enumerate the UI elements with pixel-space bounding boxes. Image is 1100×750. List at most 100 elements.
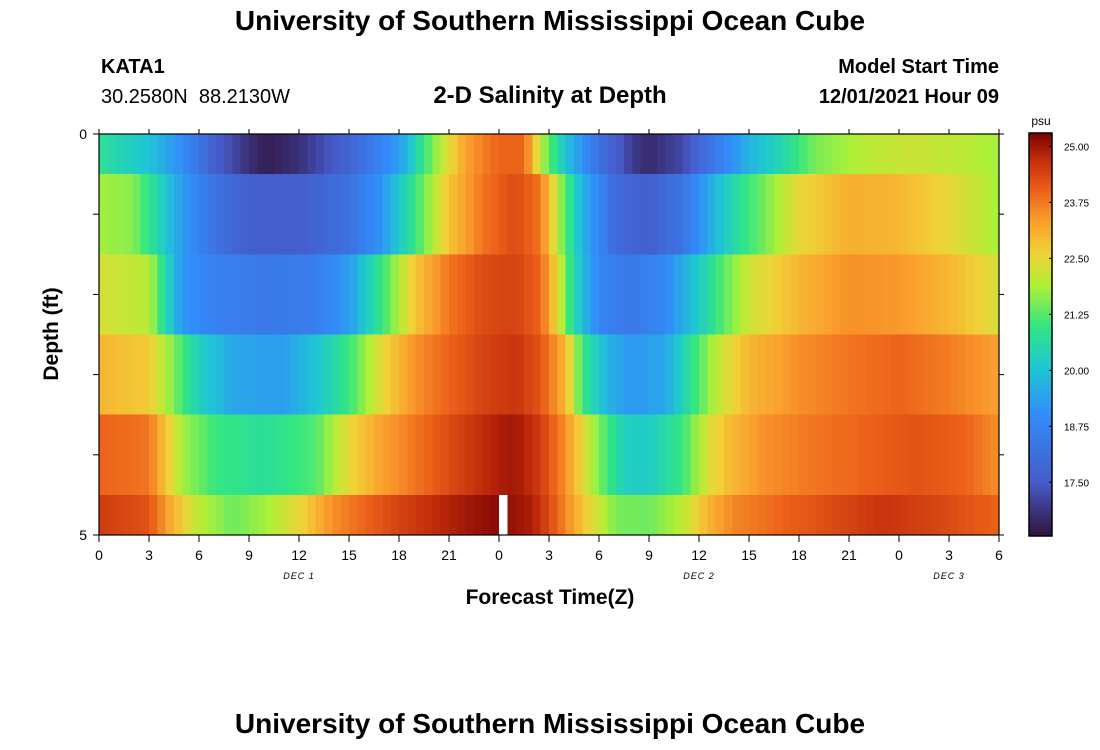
heatmap-cell xyxy=(565,334,575,415)
heatmap-cell xyxy=(224,254,233,335)
heatmap-cell xyxy=(865,254,875,335)
heatmap-cell xyxy=(649,414,658,495)
heatmap-cell xyxy=(274,174,283,255)
heatmap-cell xyxy=(899,134,908,175)
heatmap-cell xyxy=(915,494,925,535)
heatmap-cell xyxy=(365,414,375,495)
heatmap-cell xyxy=(949,134,958,175)
colorbar-swatch xyxy=(1029,230,1052,235)
heatmap-cell xyxy=(715,134,725,175)
colorbar-swatch xyxy=(1029,401,1052,406)
heatmap-cell xyxy=(357,174,367,255)
heatmap-cell xyxy=(265,174,275,255)
heatmap-cell xyxy=(665,174,675,255)
heatmap-cell xyxy=(132,414,142,495)
heatmap-cell xyxy=(482,414,492,495)
heatmap-cell xyxy=(549,494,558,535)
heatmap-cell xyxy=(332,334,342,415)
page-title-repeat: University of Southern Mississippi Ocean… xyxy=(234,708,866,739)
heatmap-cell xyxy=(357,254,367,335)
heatmap-cell xyxy=(240,494,250,535)
heatmap-cell xyxy=(765,494,775,535)
heatmap-cell xyxy=(657,174,667,255)
colorbar: 25.00 23.75 22.50 21.25 20.00 18.75 17.50 xyxy=(1028,132,1089,537)
heatmap-cell xyxy=(357,494,367,535)
heatmap-cell xyxy=(732,334,742,415)
heatmap-cell xyxy=(199,134,208,175)
heatmap-cell xyxy=(557,134,567,175)
colorbar-swatch xyxy=(1029,310,1052,315)
heatmap-cell xyxy=(490,494,500,535)
colorbar-swatch xyxy=(1029,495,1052,500)
x-tick-label: 21 xyxy=(841,547,857,563)
heatmap-cell xyxy=(557,494,567,535)
colorbar-swatch xyxy=(1029,274,1052,278)
heatmap-cell xyxy=(749,134,758,175)
heatmap-cell xyxy=(332,134,342,175)
heatmap-cell xyxy=(332,494,342,535)
heatmap-cell xyxy=(474,494,483,535)
heatmap-cell xyxy=(457,414,467,495)
heatmap-cell xyxy=(549,414,558,495)
heatmap-cell xyxy=(199,494,208,535)
heatmap-cell xyxy=(307,414,317,495)
heatmap-cell xyxy=(232,334,242,415)
colorbar-swatch xyxy=(1029,455,1052,460)
colorbar-swatch xyxy=(1029,159,1052,164)
heatmap-cell xyxy=(232,494,242,535)
colorbar-swatch xyxy=(1029,284,1052,288)
colorbar-swatch xyxy=(1029,478,1052,483)
colorbar-swatch xyxy=(1029,448,1052,453)
heatmap-cell xyxy=(224,174,233,255)
heatmap-cell xyxy=(424,494,433,535)
heatmap-cell xyxy=(182,494,192,535)
heatmap-cell xyxy=(574,334,583,415)
heatmap-cell xyxy=(590,494,600,535)
heatmap-cell xyxy=(724,414,733,495)
heatmap-cell xyxy=(274,334,283,415)
heatmap-cell xyxy=(249,494,258,535)
heatmap-cell xyxy=(99,174,108,255)
heatmap-cell xyxy=(349,174,358,255)
heatmap-cell xyxy=(615,134,625,175)
heatmap-cell xyxy=(315,254,325,335)
heatmap-cell xyxy=(732,134,742,175)
heatmap-cell xyxy=(932,134,942,175)
heatmap-cell xyxy=(615,414,625,495)
heatmap-cell xyxy=(907,174,917,255)
heatmap-cell xyxy=(415,334,425,415)
heatmap-cell xyxy=(132,134,142,175)
colorbar-swatch xyxy=(1029,139,1052,144)
heatmap-cell xyxy=(265,334,275,415)
heatmap-cell xyxy=(540,414,550,495)
heatmap-cell xyxy=(782,334,792,415)
heatmap-cell xyxy=(615,174,625,255)
heatmap-cell xyxy=(390,414,400,495)
heatmap-cell xyxy=(524,174,533,255)
heatmap-cell xyxy=(390,494,400,535)
heatmap-cell xyxy=(807,174,817,255)
heatmap-cell xyxy=(882,334,892,415)
heatmap-cell xyxy=(974,494,983,535)
heatmap-cell xyxy=(849,414,858,495)
heatmap-cell xyxy=(574,134,583,175)
heatmap-cell xyxy=(532,134,542,175)
colorbar-swatch xyxy=(1029,300,1052,305)
heatmap-cell xyxy=(590,334,600,415)
heatmap-cell xyxy=(432,414,442,495)
heatmap-cell xyxy=(949,254,958,335)
heatmap-cell xyxy=(240,334,250,415)
heatmap-cell xyxy=(649,134,658,175)
colorbar-swatch xyxy=(1029,260,1052,265)
heatmap-cell xyxy=(740,134,750,175)
heatmap-cell xyxy=(832,174,842,255)
colorbar-swatch xyxy=(1029,327,1052,332)
colorbar-swatch xyxy=(1029,294,1052,299)
heatmap-cell xyxy=(940,134,950,175)
heatmap-cell xyxy=(882,134,892,175)
heatmap-cell xyxy=(115,134,125,175)
colorbar-swatch xyxy=(1029,263,1052,268)
heatmap-cell xyxy=(624,414,633,495)
heatmap-cell xyxy=(407,494,417,535)
heatmap-cell xyxy=(565,134,575,175)
